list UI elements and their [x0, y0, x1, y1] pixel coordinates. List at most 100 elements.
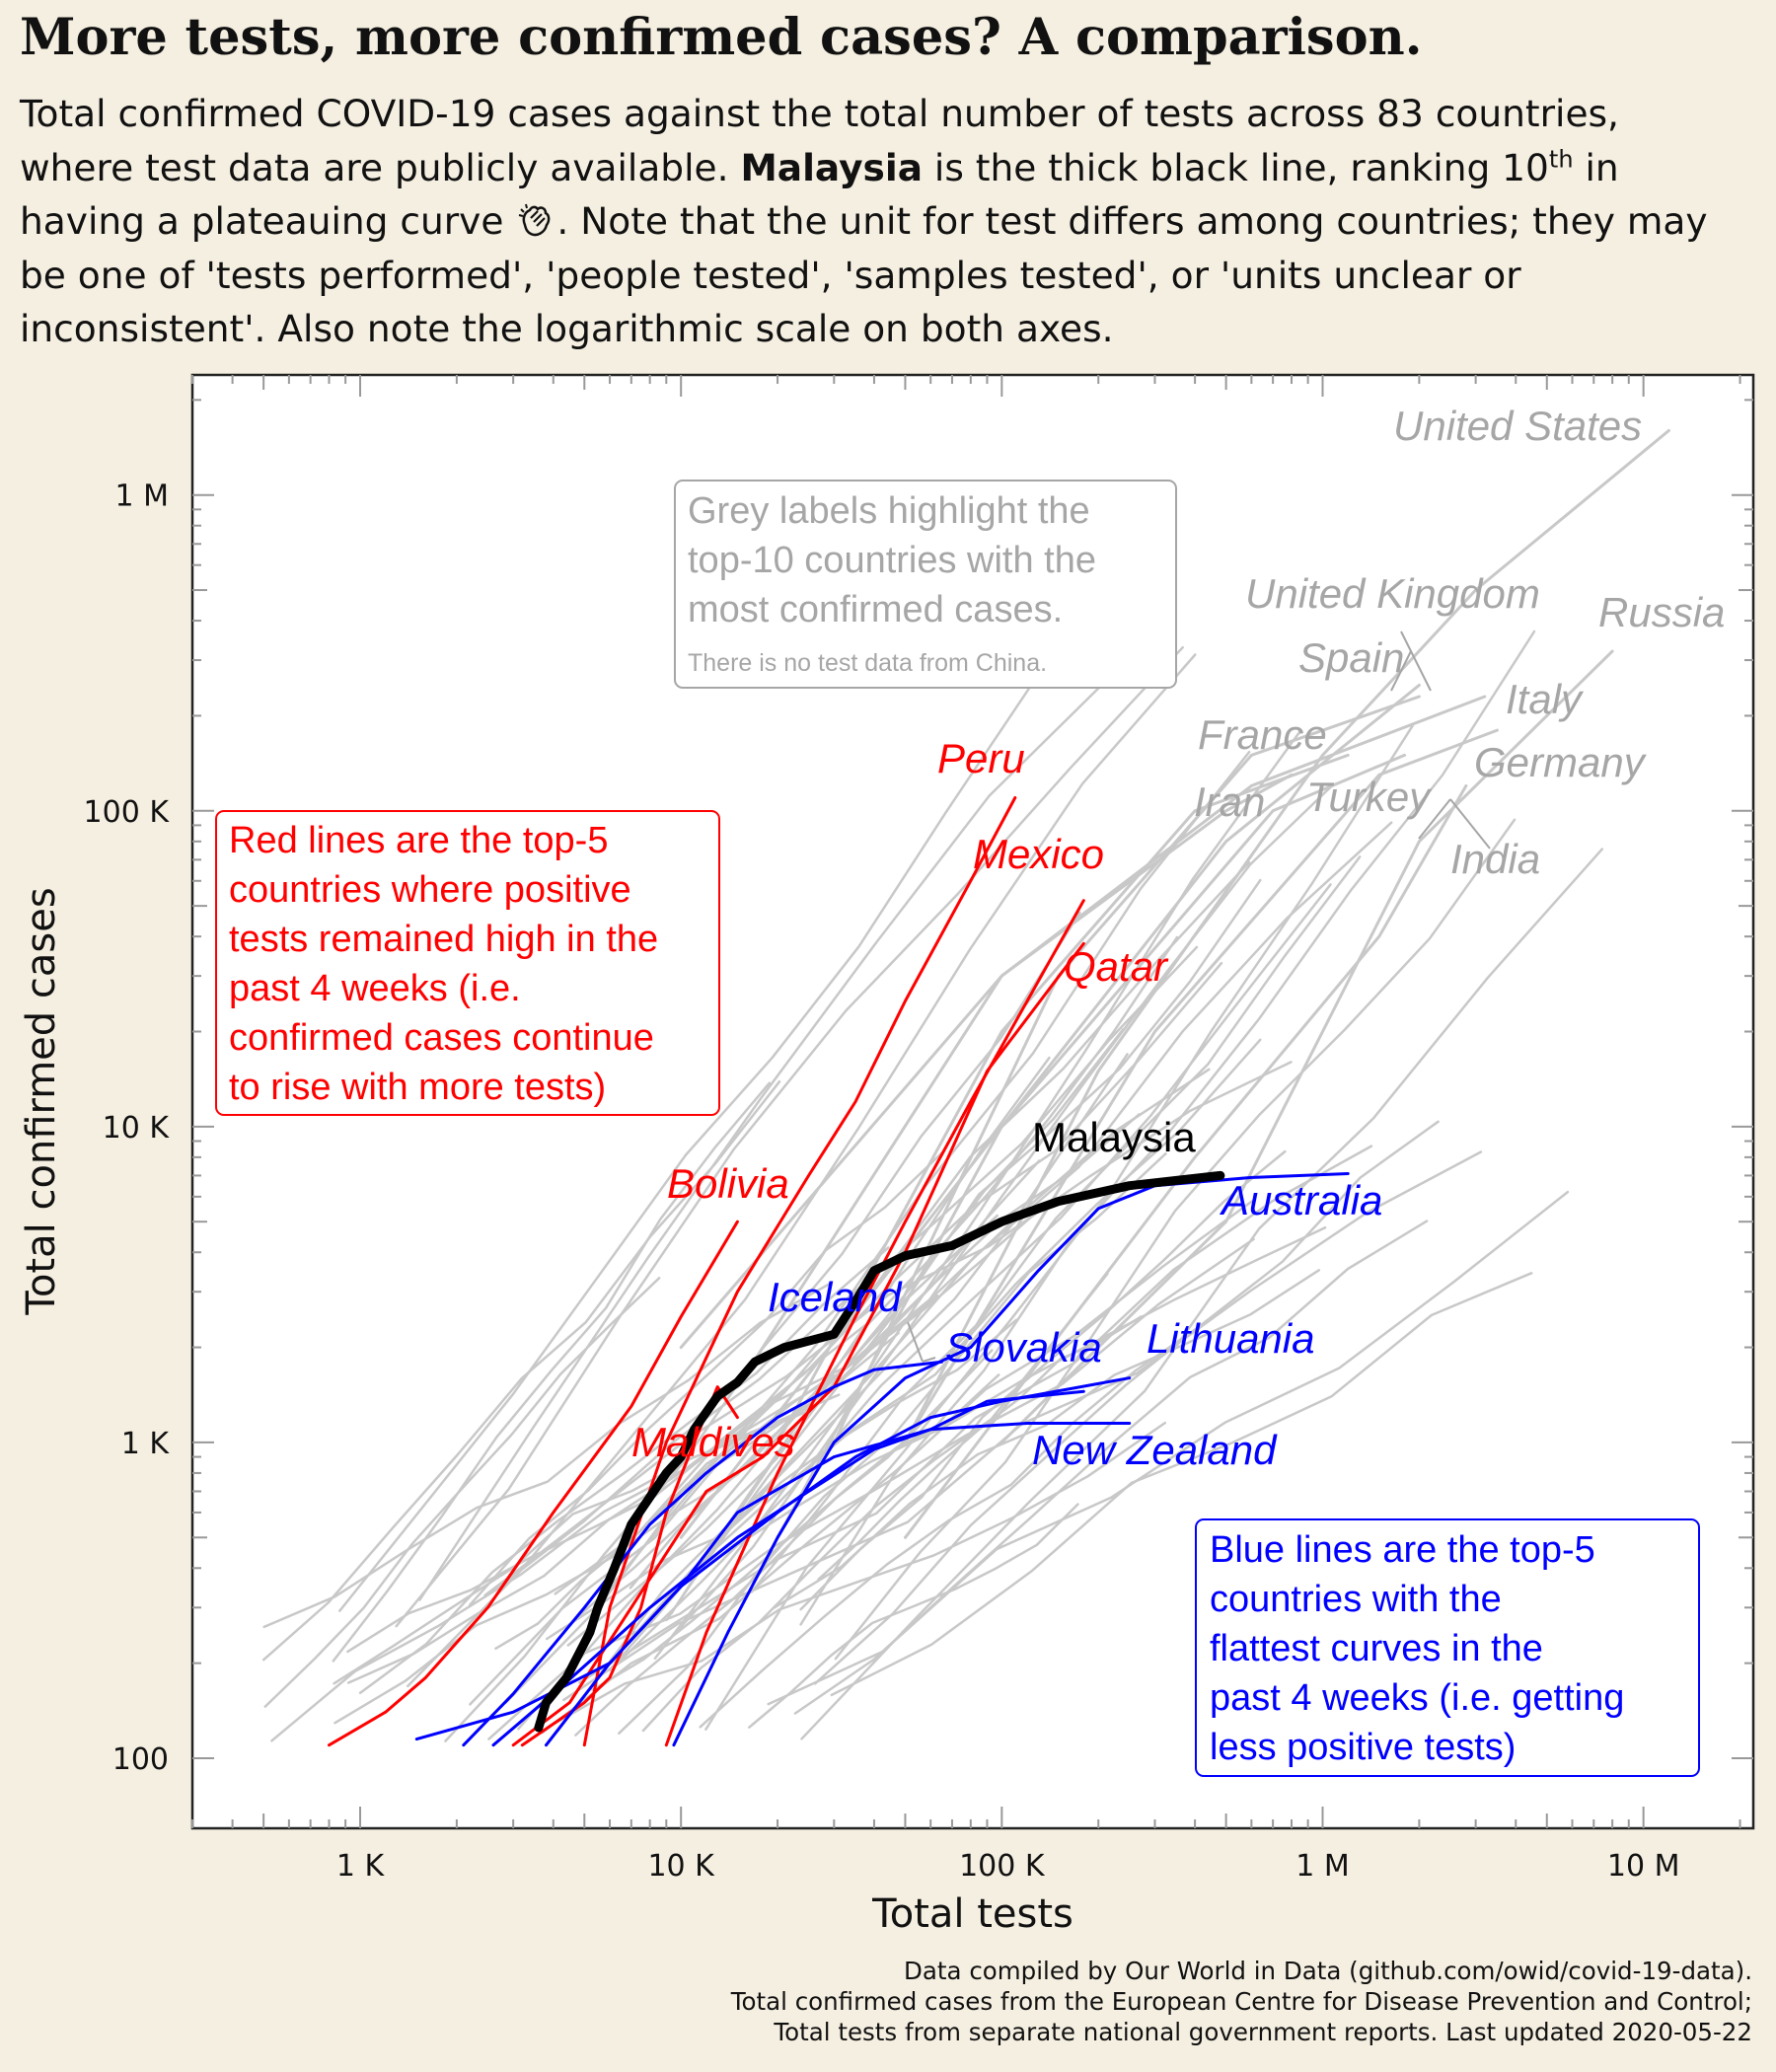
background-country-line [830, 1272, 1533, 1697]
series-line-bolivia [328, 1220, 739, 1747]
label-leader-line [1390, 650, 1412, 692]
background-country-line [483, 1061, 1293, 1597]
background-country-line [610, 883, 1332, 1670]
label-qatar: Qatar [1064, 943, 1169, 990]
label-maldives: Maldives [631, 1419, 795, 1465]
background-country-line [469, 1149, 945, 1606]
annotation-line: Red lines are the top-5 [229, 820, 608, 861]
label-lithuania: Lithuania [1147, 1315, 1314, 1362]
label-slovakia: Slovakia [945, 1324, 1102, 1370]
series-lines [261, 428, 1670, 1747]
series-line-malaysia [534, 1170, 1225, 1733]
red-note-box: Red lines are the top-5 countries where p… [215, 810, 720, 1116]
annotation-line: to rise with more tests) [229, 1067, 606, 1108]
label-united-states: United States [1393, 403, 1642, 449]
series-line-italy [679, 695, 1487, 1350]
background-country-line [665, 1053, 1129, 1622]
background-country-line [338, 683, 1034, 1612]
label-leader-line [1449, 798, 1491, 850]
subtitle-text-2: is the thick black line, ranking 10 [923, 145, 1549, 189]
label-leader-line [1418, 798, 1451, 840]
background-country-line [772, 1269, 1321, 1610]
background-country-line [495, 945, 1199, 1591]
annotation-line: countries where positive [229, 869, 631, 911]
series-line-new-zealand [414, 1422, 1132, 1741]
x-tick-label: 100 K [959, 1849, 1046, 1884]
series-line-russia [999, 649, 1614, 1444]
label-united-kingdom: United Kingdom [1245, 570, 1540, 617]
background-country-line [407, 653, 1197, 1688]
annotation-line: confirmed cases continue [229, 1017, 654, 1059]
background-country-line [263, 1277, 661, 1708]
background-country-line [813, 1120, 1440, 1685]
background-country-line [748, 1503, 1079, 1729]
annotation-line: less positive tests) [1210, 1727, 1516, 1768]
background-country-line [332, 1081, 772, 1663]
series-line-iceland [462, 1360, 943, 1747]
series-line-iran [735, 773, 1294, 1389]
series-line-germany [904, 728, 1499, 1444]
x-tick-label: 10 K [647, 1849, 715, 1884]
y-tick-label: 1 M [114, 480, 169, 514]
background-country-line [699, 1326, 1200, 1729]
series-line-spain [832, 695, 1421, 1444]
annotation-line: past 4 weeks (i.e. [229, 968, 521, 1009]
y-tick-label: 10 K [103, 1111, 171, 1146]
x-tick-label: 10 M [1607, 1849, 1680, 1884]
grey-note-frame [674, 480, 1177, 689]
grey-note-text: Grey labels highlight the top-10 countrie… [688, 490, 1096, 630]
annotation-line: top-10 countries with the [688, 540, 1096, 581]
annotation-line: countries with the [1210, 1579, 1502, 1620]
label-russia: Russia [1598, 589, 1725, 635]
x-tick-label: 1 M [1295, 1849, 1350, 1884]
annotation-line: flattest curves in the [1210, 1628, 1543, 1669]
label-germany: Germany [1474, 739, 1648, 785]
background-country-line [541, 1200, 1253, 1735]
label-france: France [1198, 711, 1327, 758]
background-country-line [418, 682, 1105, 1601]
background-country-line [800, 848, 1604, 1740]
subtitle-text-3: in having a plateauing curve [20, 145, 1619, 244]
red-note-frame [215, 810, 720, 1116]
chart-subtitle: Total confirmed COVID-19 cases against t… [20, 87, 1737, 356]
series-line-india [904, 783, 1468, 1539]
series-line-qatar [511, 941, 1085, 1747]
background-country-line [556, 821, 1393, 1732]
annotation-line: past 4 weeks (i.e. getting [1210, 1677, 1624, 1719]
data-source-caption: Data compiled by Our World in Data (gith… [731, 1956, 1752, 2047]
label-iran: Iran [1194, 778, 1265, 825]
x-axis-label: Total tests [871, 1891, 1073, 1937]
y-tick-label: 1 K [121, 1427, 171, 1461]
caption-line-2: Total confirmed cases from the European … [730, 1987, 1752, 2016]
background-country-line [799, 629, 1536, 1626]
background-country-line [261, 1079, 781, 1662]
label-turkey: Turkey [1306, 774, 1433, 820]
blue-note-text: Blue lines are the top-5 countries with t… [1210, 1529, 1624, 1768]
y-tick-label: 100 [112, 1742, 169, 1777]
series-line-turkey [679, 753, 1406, 1539]
country-labels: United States Russia United Kingdom Spain It… [631, 403, 1725, 1473]
label-iceland: Iceland [768, 1274, 903, 1320]
annotation-line: Blue lines are the top-5 [1210, 1529, 1595, 1571]
background-country-line [716, 1225, 1327, 1559]
label-leader-line [1400, 630, 1432, 692]
series-line-france [776, 753, 1350, 1444]
background-country-line [578, 1145, 1373, 1684]
series-line-united-states [904, 428, 1670, 1444]
tick-labels: 1 K 10 K 100 K 1 M 10 M 100 1 K 10 K 100 K 1 M [84, 480, 1680, 1884]
red-note-text: Red lines are the top-5 countries where p… [229, 820, 658, 1108]
background-country-line [358, 1246, 890, 1695]
chart-title: More tests, more confirmed cases? A comp… [20, 8, 1423, 67]
blue-note-box: Blue lines are the top-5 countries with t… [1195, 1518, 1700, 1777]
blue-note-frame [1195, 1518, 1700, 1777]
clapping-hands-icon [519, 203, 551, 237]
x-tick-label: 1 K [336, 1849, 386, 1884]
subtitle-malaysia: Malaysia [740, 145, 924, 189]
subtitle-ordinal: th [1548, 145, 1574, 173]
label-malaysia: Malaysia [1032, 1114, 1196, 1160]
y-axis-label: Total confirmed cases [19, 887, 64, 1315]
caption-line-1: Data compiled by Our World in Data (gith… [904, 1957, 1752, 1985]
label-new-zealand: New Zealand [1032, 1427, 1278, 1473]
caption-line-3: Total tests from separate national gover… [774, 2018, 1752, 2046]
